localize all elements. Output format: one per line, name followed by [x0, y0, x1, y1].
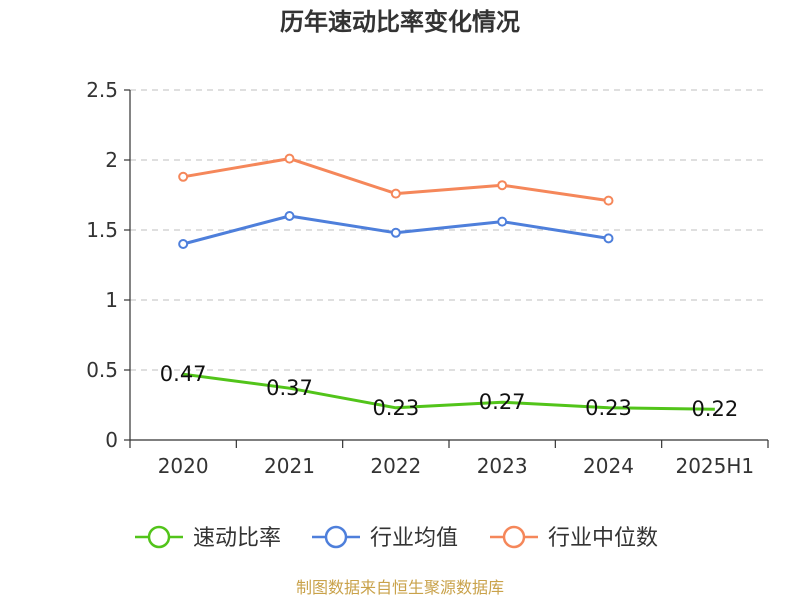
y-tick-label: 0.5	[86, 358, 118, 382]
data-point[interactable]	[390, 188, 401, 199]
data-point[interactable]	[284, 211, 295, 221]
y-tick-label: 1	[105, 288, 118, 312]
legend-item[interactable]: 速动比率	[135, 525, 281, 551]
x-tick-label: 2022	[370, 454, 421, 478]
data-labels: 0.47 0.37 0.23 0.27 0.23 0.22	[160, 362, 738, 421]
legend-marker-icon	[147, 525, 171, 549]
y-tick-label: 0	[105, 428, 118, 452]
x-tick-label: 2025H1	[675, 454, 754, 478]
source-note: 制图数据来自恒生聚源数据库	[296, 578, 504, 597]
y-tick-label: 2.5	[86, 78, 118, 102]
data-label: 0.23	[585, 396, 632, 420]
data-label: 0.27	[479, 390, 526, 414]
data-point[interactable]	[390, 227, 401, 238]
data-label: 0.37	[266, 376, 313, 400]
data-point[interactable]	[178, 171, 189, 182]
data-point[interactable]	[178, 239, 189, 249]
series-layer	[178, 153, 715, 411]
x-tick-label: 2023	[477, 454, 528, 478]
data-point[interactable]	[603, 195, 614, 206]
axes: 0 0.5 1 1.5 2 2.5 2020 2021 2022 2023 2024 2025H1	[86, 78, 769, 478]
grid-lines	[130, 89, 768, 371]
x-tick-label: 2021	[264, 454, 315, 478]
data-label: 0.23	[372, 396, 419, 420]
y-tick-label: 2	[105, 148, 118, 172]
x-tick-label: 2024	[583, 454, 634, 478]
legend-marker-icon	[502, 525, 526, 549]
y-tick-label: 1.5	[86, 218, 118, 242]
series-line	[182, 372, 715, 411]
data-label: 0.47	[160, 362, 207, 386]
legend-marker-icon	[324, 525, 348, 549]
data-point[interactable]	[497, 180, 508, 191]
data-point[interactable]	[497, 216, 508, 227]
legend-item[interactable]: 行业中位数	[490, 525, 658, 551]
legend-label: 行业中位数	[548, 526, 658, 551]
x-tick-label: 2020	[158, 454, 209, 478]
data-point[interactable]	[603, 233, 614, 244]
legend[interactable]: 速动比率 行业均值 行业中位数	[135, 525, 658, 551]
chart-title: 历年速动比率变化情况	[280, 8, 520, 36]
legend-label: 行业均值	[370, 526, 458, 551]
data-label: 0.22	[691, 397, 738, 421]
legend-label: 速动比率	[193, 526, 281, 551]
legend-item[interactable]: 行业均值	[312, 525, 458, 551]
data-point[interactable]	[284, 153, 295, 164]
